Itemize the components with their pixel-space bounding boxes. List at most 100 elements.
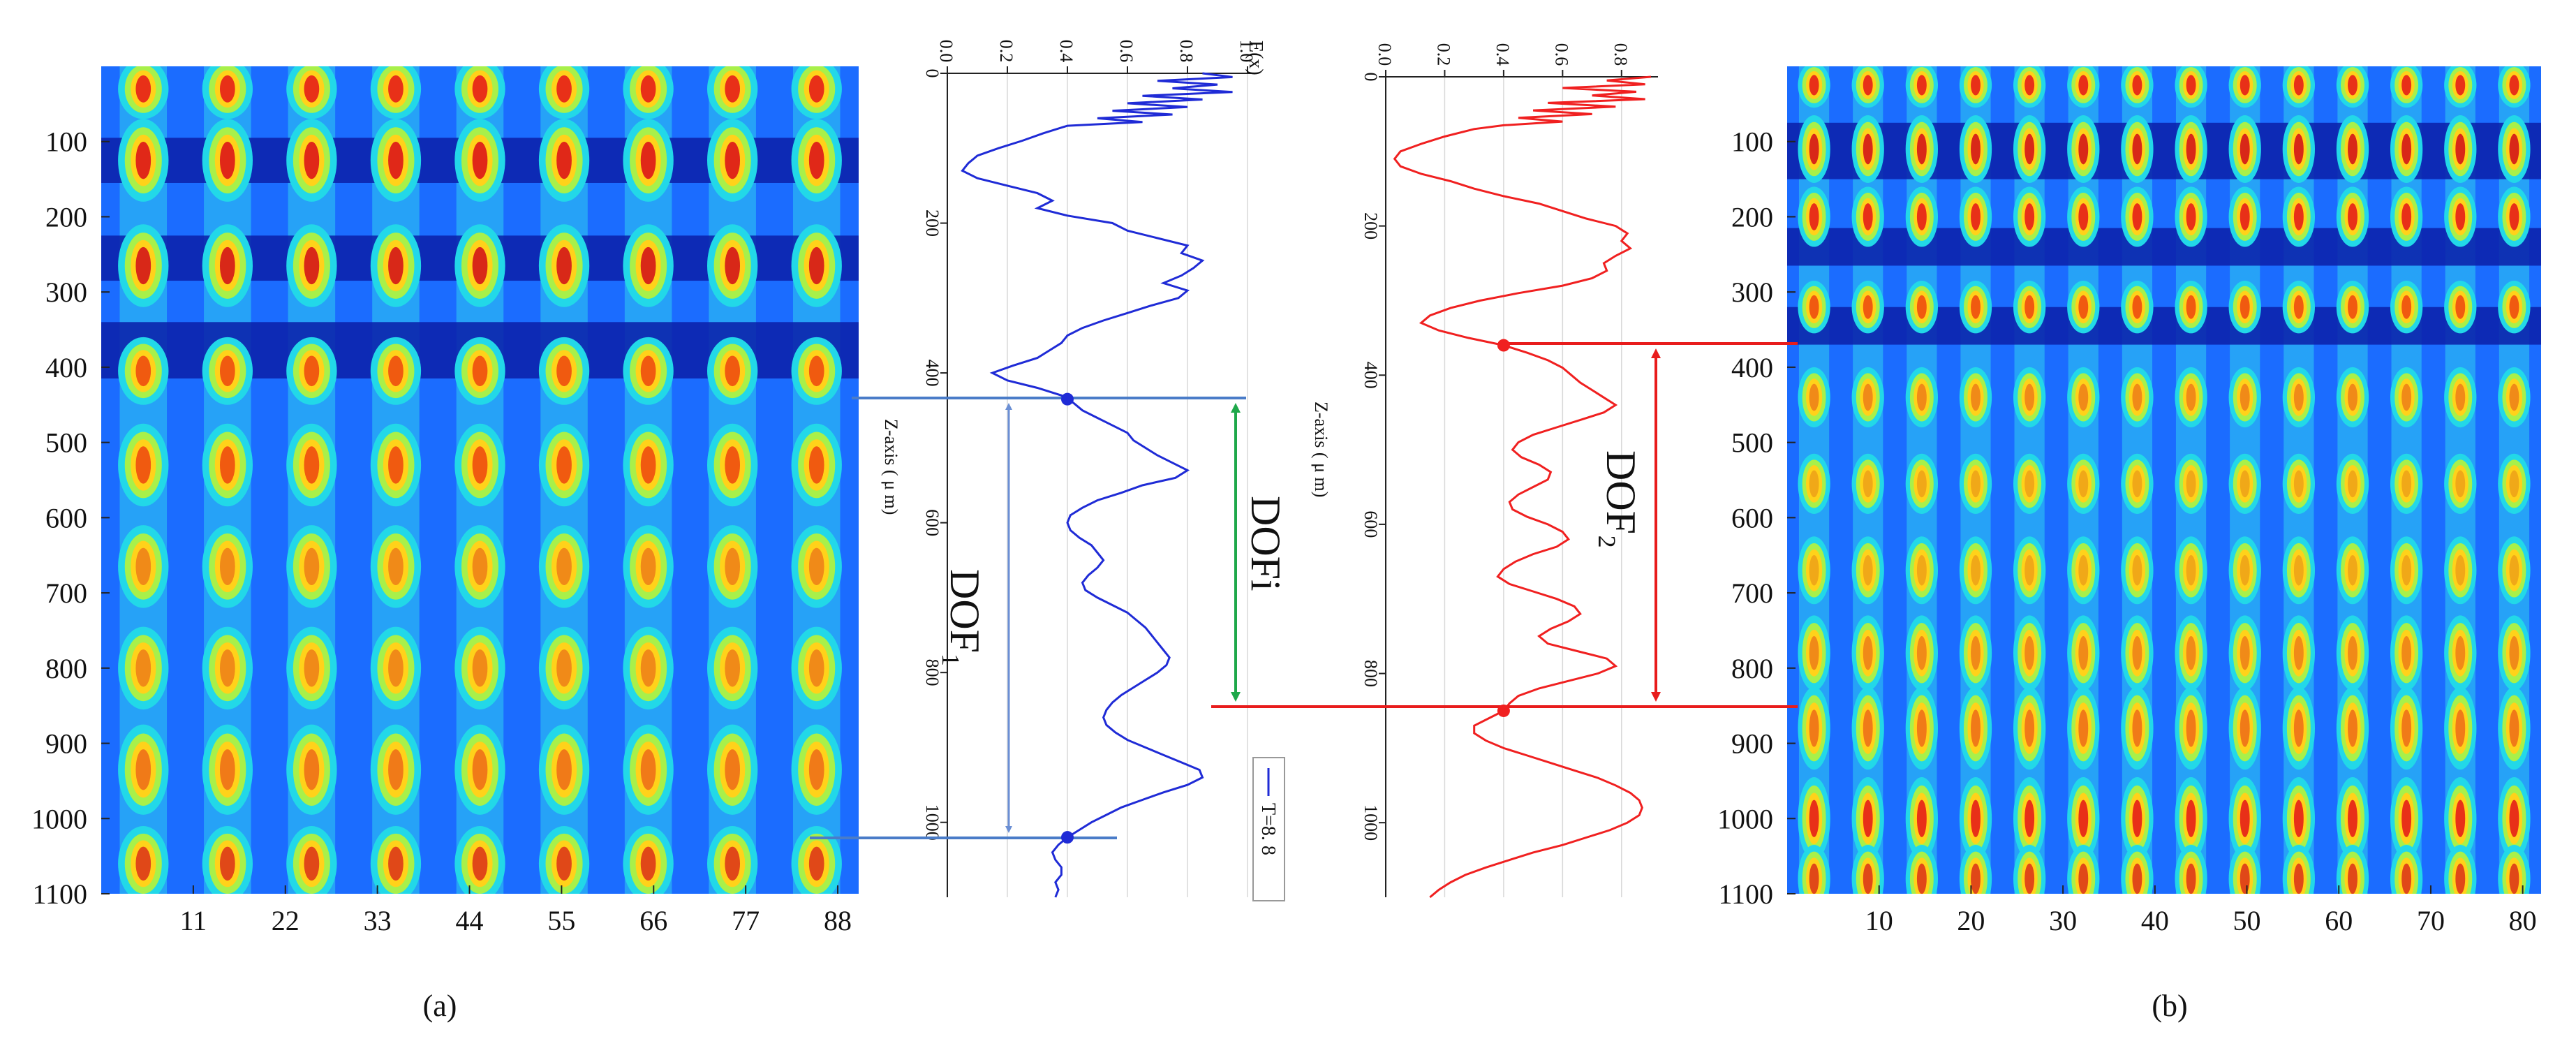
heatmap-lobe — [1863, 636, 1873, 670]
heatmap-lobe — [640, 446, 656, 484]
heatmap-lobe — [808, 246, 824, 285]
dof-marker — [1497, 704, 1510, 717]
heatmap-lobe — [1916, 203, 1927, 230]
y-tick-label: 300 — [1731, 277, 1773, 308]
heatmap-lobe — [808, 749, 824, 790]
heatmap-lobe — [2509, 133, 2519, 165]
heatmap-lobe — [808, 547, 824, 586]
dof2-label: DOF₂ — [1598, 450, 1644, 549]
heatmap-lobe — [2078, 554, 2089, 586]
heatmap-lobe — [1863, 554, 1873, 586]
heatmap-lobe — [725, 141, 741, 179]
heatmap-lobe — [2186, 799, 2196, 837]
heatmap-lobe — [2132, 863, 2142, 894]
heatmap-lobe — [1809, 863, 1819, 894]
z-tick-label: 0 — [922, 69, 942, 78]
heatmap-lobe — [2348, 554, 2357, 586]
heatmap-lobe — [388, 846, 404, 881]
z-tick-label: 200 — [1361, 212, 1381, 240]
heatmap-lobe — [808, 141, 824, 179]
heatmap-lobe — [2455, 636, 2466, 670]
x-tick-label: 60 — [2325, 905, 2353, 936]
heatmap-b: 10 20 30 40 50 60 70 80 100 200 300 400 500 600 700 80… — [1717, 66, 2541, 1023]
heatmap-lobe — [1971, 799, 1981, 837]
heatmap-lobe — [2240, 636, 2250, 670]
z-axis-label-blue: Z-axis ( μ m) — [881, 419, 901, 515]
y-tick-label: 300 — [45, 277, 87, 308]
dof-marker — [1061, 392, 1074, 406]
heatmap-lobe — [2132, 295, 2142, 319]
heatmap-lobe — [2455, 863, 2466, 894]
heatmap-lobe — [2401, 295, 2412, 319]
legend-label-blue: T=8. 8 — [1257, 803, 1279, 855]
heatmap-lobe — [2293, 295, 2304, 319]
y-tick-label: 500 — [45, 427, 87, 459]
heatmap-lobe — [725, 547, 741, 586]
z-tick-label: 600 — [1361, 510, 1381, 538]
heatmap-lobe — [556, 547, 572, 586]
heatmap-lobe — [2078, 709, 2089, 747]
e-tick-label: 0.4 — [1493, 43, 1513, 66]
heatmap-lobe — [1971, 470, 1981, 498]
x-axis-ticks-a: 11 22 33 44 55 66 77 88 — [180, 885, 852, 936]
heatmap-lobe — [1916, 75, 1927, 96]
caption-b: (b) — [2152, 989, 2187, 1023]
heatmap-lobe — [2293, 383, 2304, 411]
heatmap-lobe — [2348, 709, 2357, 747]
x-tick-label: 50 — [2233, 905, 2261, 936]
profile-red-plot: 0.0 0.2 0.4 0.6 0.8 0 200 400 600 800 1000 Z-axis… — [1311, 43, 1658, 899]
heatmap-lobe — [2186, 383, 2196, 411]
heatmap-lobe — [2078, 203, 2089, 230]
dof-marker — [1061, 831, 1074, 844]
heatmap-lobe — [304, 547, 320, 586]
heatmap-lobe — [2293, 863, 2304, 894]
e-tick-label: 0.6 — [1116, 40, 1137, 63]
heatmap-lobe — [1809, 295, 1819, 319]
heatmap-lobe — [388, 246, 404, 285]
heatmap-lobe — [640, 75, 656, 103]
heatmap-lobe — [1809, 709, 1819, 747]
heatmap-lobe — [1916, 470, 1927, 498]
heatmap-lobe — [219, 75, 235, 103]
heatmap-lobe — [1916, 295, 1927, 319]
heatmap-lobe — [2024, 554, 2035, 586]
e-tick-label: 0.8 — [1611, 43, 1631, 66]
heatmap-lobe — [556, 355, 572, 387]
heatmap-lobe — [472, 649, 488, 687]
heatmap-lobe — [388, 649, 404, 687]
e-tick-label: 0.0 — [936, 40, 956, 63]
heatmap-lobe — [2240, 203, 2250, 230]
heatmap-lobe — [2401, 863, 2412, 894]
e-tick-label: 0.2 — [1433, 43, 1453, 66]
heatmap-lobe — [1863, 75, 1873, 96]
heatmap-lobe — [556, 141, 572, 179]
heatmap-lobe — [1971, 133, 1981, 165]
heatmap-lobe — [1916, 636, 1927, 670]
heatmap-lobe — [135, 749, 151, 790]
heatmap-lobe — [808, 75, 824, 103]
heatmap-lobe — [219, 446, 235, 484]
e-axis-label-blue: E(x) — [1245, 40, 1266, 75]
x-tick-label: 11 — [180, 905, 207, 936]
heatmap-lobe — [1863, 295, 1873, 319]
heatmap-lobe — [2509, 203, 2519, 230]
heatmap-lobe — [388, 75, 404, 103]
heatmap-lobe — [1916, 554, 1927, 586]
heatmap-lobe — [2186, 133, 2196, 165]
heatmap-lobe — [2132, 133, 2142, 165]
heatmap-lobe — [2455, 799, 2466, 837]
dof-marker — [1497, 339, 1510, 352]
heatmap-lobe — [556, 846, 572, 881]
heatmap-lobe — [304, 649, 320, 687]
heatmap-lobe — [2024, 863, 2035, 894]
e-tick-label: 0.4 — [1056, 40, 1076, 63]
heatmap-lobe — [2024, 203, 2035, 230]
heatmap-lobe — [2078, 133, 2089, 165]
heatmap-lobe — [2186, 75, 2196, 96]
y-axis-ticks-a: 100 200 300 400 500 600 700 800 900 1000 1100 — [31, 126, 110, 910]
heatmap-lobe — [2455, 554, 2466, 586]
heatmap-lobe — [2078, 636, 2089, 670]
heatmap-lobe — [304, 246, 320, 285]
x-tick-label: 44 — [456, 905, 484, 936]
heatmap-lobe — [219, 749, 235, 790]
